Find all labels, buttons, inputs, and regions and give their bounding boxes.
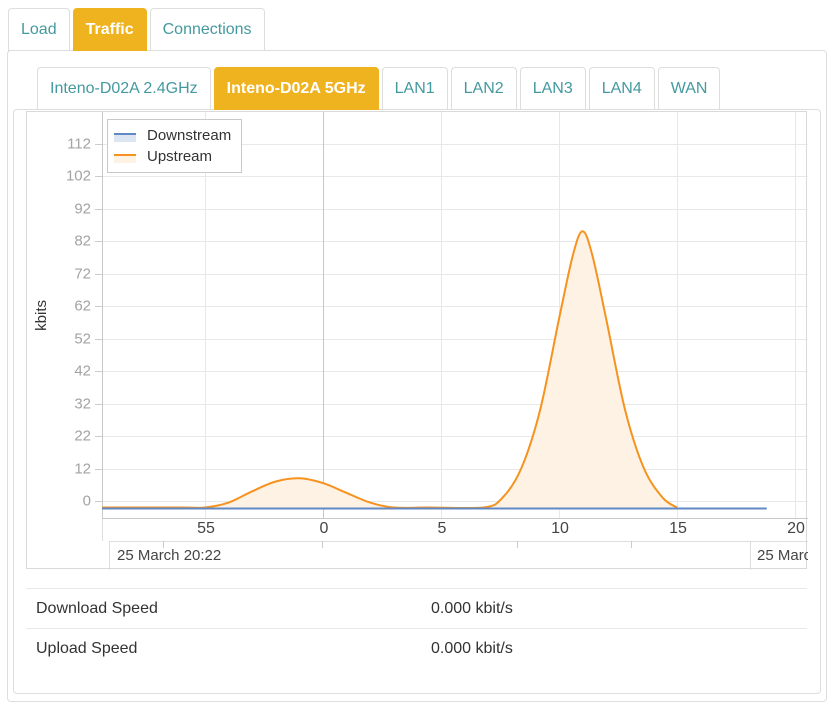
y-tick-label: 0 [82, 492, 91, 510]
y-tick-label: 112 [67, 135, 91, 152]
x-tick-label: 0 [319, 520, 329, 537]
y-tick-mark [95, 436, 102, 437]
tab-connections[interactable]: Connections [149, 8, 265, 51]
chart-legend: Downstream Upstream [107, 119, 243, 173]
series-upstream [102, 230, 678, 510]
speed-row-upload-speed: Upload Speed 0.000 kbit/s [26, 628, 807, 668]
legend-swatch [114, 150, 136, 163]
x-tick-label: 10 [551, 520, 569, 537]
tab-inteno-d02a-5ghz[interactable]: Inteno-D02A 5GHz [213, 67, 379, 110]
y-tick-label: 82 [74, 232, 91, 250]
x-tick-label: 15 [669, 520, 687, 537]
x-tick-label: 5 [437, 520, 447, 537]
y-tick-label: 92 [74, 200, 91, 217]
speed-label: Upload Speed [36, 639, 138, 657]
tab-inteno-d02a-2-4ghz[interactable]: Inteno-D02A 2.4GHz [37, 67, 211, 110]
interface-panel: kbits 0 12 22 32 42 52 62 72 82 92 102 112 Downstre… [13, 109, 821, 694]
y-tick-label: 22 [74, 427, 91, 445]
primary-tabs: Load Traffic Connections [0, 0, 834, 51]
date-tick [163, 541, 164, 548]
tab-load[interactable]: Load [8, 8, 70, 51]
y-tick-mark [95, 143, 102, 145]
tab-lan1[interactable]: LAN1 [381, 67, 448, 110]
y-tick-mark [95, 468, 102, 470]
y-tick-label: 62 [74, 297, 91, 315]
legend-item-upstream: Upstream [114, 146, 231, 167]
y-tick-mark [95, 208, 102, 210]
date-label-left: 25 March 20:22 [117, 547, 222, 564]
y-tick-label: 52 [74, 330, 91, 347]
date-tick [322, 541, 323, 548]
x-axis: 55 0 5 10 15 20 [102, 519, 808, 541]
speed-value: 0.000 kbit/s [431, 639, 513, 657]
tab-lan4[interactable]: LAN4 [588, 67, 655, 110]
traffic-chart: kbits 0 12 22 32 42 52 62 72 82 92 102 112 Downstre… [26, 111, 808, 570]
speed-value: 0.000 kbit/s [431, 599, 513, 617]
date-separator-right [750, 541, 751, 570]
y-tick-label: 72 [74, 265, 91, 282]
date-label-right: 25 Marc [757, 547, 808, 564]
y-tick-mark [95, 338, 102, 340]
tab-traffic[interactable]: Traffic [72, 8, 147, 51]
y-tick-mark [95, 501, 102, 502]
legend-label: Upstream [147, 148, 213, 165]
legend-swatch [114, 129, 136, 142]
date-tick [517, 541, 518, 548]
speed-table: Download Speed 0.000 kbit/s Upload Speed 0.… [26, 588, 807, 668]
speed-row-download-speed: Download Speed 0.000 kbit/s [26, 588, 807, 628]
y-tick-mark [95, 241, 102, 242]
speed-label: Download Speed [36, 599, 158, 617]
x-tick-label: 20 [787, 520, 805, 537]
interface-tabs: Inteno-D02A 2.4GHz Inteno-D02A 5GHz LAN1 LA… [8, 51, 826, 110]
tab-lan3[interactable]: LAN3 [519, 67, 586, 110]
y-tick-mark [95, 403, 102, 405]
y-tick-label: 102 [65, 167, 91, 185]
y-tick-mark [95, 273, 102, 275]
plot-area [102, 112, 808, 519]
y-tick-label: 42 [74, 362, 91, 380]
x-tick-label: 55 [197, 520, 215, 537]
y-tick-mark [95, 306, 102, 307]
date-axis-border [109, 541, 808, 542]
y-tick-mark [95, 176, 102, 177]
date-separator-left [109, 541, 110, 570]
y-tick-label: 32 [74, 395, 91, 412]
legend-label: Downstream [147, 127, 232, 144]
date-axis: 25 March 20:22 25 Marc [27, 541, 808, 570]
legend-item-downstream: Downstream [114, 125, 231, 146]
tab-wan[interactable]: WAN [657, 67, 721, 110]
y-tick-mark [95, 371, 102, 372]
content-panel: Inteno-D02A 2.4GHz Inteno-D02A 5GHz LAN1 LA… [7, 50, 827, 702]
tab-lan2[interactable]: LAN2 [450, 67, 517, 110]
date-tick [631, 541, 632, 548]
y-tick-label: 12 [74, 460, 91, 477]
